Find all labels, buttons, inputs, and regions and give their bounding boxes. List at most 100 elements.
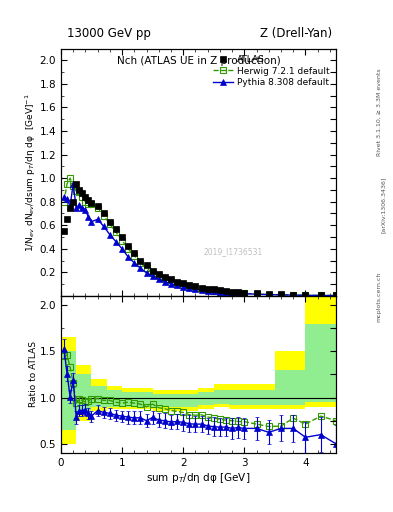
- Pythia 8.308 default: [175, 282, 180, 288]
- Pythia 8.308 default: [89, 219, 94, 225]
- Herwig 7.2.1 default: [217, 289, 222, 295]
- Herwig 7.2.1 default: [187, 284, 192, 290]
- ATLAS: [68, 204, 72, 210]
- ATLAS: [187, 282, 192, 288]
- Pythia 8.308 default: [162, 279, 167, 285]
- ATLAS: [181, 281, 185, 287]
- Pythia 8.308 default: [187, 285, 192, 291]
- Pythia 8.308 default: [291, 292, 296, 298]
- ATLAS: [334, 292, 338, 298]
- Pythia 8.308 default: [318, 292, 323, 298]
- Pythia 8.308 default: [156, 276, 161, 283]
- Herwig 7.2.1 default: [120, 238, 125, 244]
- Pythia 8.308 default: [77, 202, 82, 208]
- Pythia 8.308 default: [95, 216, 100, 222]
- Pythia 8.308 default: [80, 204, 84, 210]
- Pythia 8.308 default: [126, 254, 130, 260]
- ATLAS: [107, 219, 112, 225]
- Pythia 8.308 default: [181, 284, 185, 290]
- Herwig 7.2.1 default: [68, 175, 72, 181]
- Herwig 7.2.1 default: [144, 265, 149, 271]
- Herwig 7.2.1 default: [318, 292, 323, 298]
- Pythia 8.308 default: [71, 181, 75, 187]
- Pythia 8.308 default: [236, 290, 241, 296]
- Pythia 8.308 default: [217, 289, 222, 295]
- ATLAS: [101, 210, 106, 217]
- Pythia 8.308 default: [266, 291, 271, 297]
- Herwig 7.2.1 default: [169, 279, 173, 285]
- Herwig 7.2.1 default: [199, 286, 204, 292]
- Pythia 8.308 default: [169, 281, 173, 287]
- ATLAS: [114, 226, 118, 232]
- Herwig 7.2.1 default: [71, 183, 75, 189]
- ATLAS: [65, 216, 70, 222]
- Pythia 8.308 default: [86, 214, 91, 220]
- ATLAS: [126, 243, 130, 249]
- Herwig 7.2.1 default: [181, 283, 185, 289]
- Pythia 8.308 default: [65, 196, 70, 202]
- Herwig 7.2.1 default: [230, 290, 235, 296]
- Herwig 7.2.1 default: [126, 246, 130, 252]
- ATLAS: [156, 271, 161, 277]
- ATLAS: [120, 234, 125, 240]
- Pythia 8.308 default: [193, 286, 198, 292]
- Pythia 8.308 default: [211, 288, 216, 294]
- Line: ATLAS: ATLAS: [61, 181, 339, 298]
- Pythia 8.308 default: [83, 207, 88, 213]
- Line: Herwig 7.2.1 default: Herwig 7.2.1 default: [61, 175, 339, 298]
- Herwig 7.2.1 default: [132, 253, 137, 259]
- X-axis label: sum p$_{T}$/dη dφ [GeV]: sum p$_{T}$/dη dφ [GeV]: [146, 471, 251, 485]
- Herwig 7.2.1 default: [62, 199, 66, 205]
- Pythia 8.308 default: [199, 287, 204, 293]
- Herwig 7.2.1 default: [236, 290, 241, 296]
- Herwig 7.2.1 default: [193, 285, 198, 291]
- ATLAS: [71, 199, 75, 205]
- Pythia 8.308 default: [230, 290, 235, 296]
- Pythia 8.308 default: [114, 239, 118, 245]
- ATLAS: [217, 287, 222, 293]
- Herwig 7.2.1 default: [291, 292, 296, 298]
- Herwig 7.2.1 default: [114, 229, 118, 236]
- Herwig 7.2.1 default: [80, 194, 84, 200]
- ATLAS: [254, 290, 259, 296]
- Pythia 8.308 default: [120, 246, 125, 252]
- Pythia 8.308 default: [74, 204, 79, 210]
- ATLAS: [230, 289, 235, 295]
- Pythia 8.308 default: [150, 273, 155, 280]
- Y-axis label: Ratio to ATLAS: Ratio to ATLAS: [29, 342, 38, 408]
- ATLAS: [150, 268, 155, 274]
- ATLAS: [169, 276, 173, 283]
- Pythia 8.308 default: [224, 289, 228, 295]
- ATLAS: [132, 250, 137, 257]
- ATLAS: [86, 198, 91, 204]
- ATLAS: [62, 228, 66, 234]
- Herwig 7.2.1 default: [224, 289, 228, 295]
- Pythia 8.308 default: [132, 260, 137, 266]
- ATLAS: [266, 291, 271, 297]
- Pythia 8.308 default: [138, 265, 143, 271]
- Herwig 7.2.1 default: [77, 189, 82, 195]
- Y-axis label: 1/N$_{ev}$ dN$_{ev}$/dsum p$_{T}$/dη dφ  [GeV]$^{-1}$: 1/N$_{ev}$ dN$_{ev}$/dsum p$_{T}$/dη dφ …: [24, 93, 38, 251]
- ATLAS: [205, 286, 210, 292]
- Pythia 8.308 default: [303, 292, 308, 298]
- ATLAS: [224, 288, 228, 294]
- Herwig 7.2.1 default: [101, 212, 106, 219]
- Pythia 8.308 default: [279, 292, 283, 298]
- Herwig 7.2.1 default: [150, 270, 155, 276]
- Herwig 7.2.1 default: [175, 281, 180, 287]
- Herwig 7.2.1 default: [138, 260, 143, 266]
- ATLAS: [95, 203, 100, 209]
- Text: mcplots.cern.ch: mcplots.cern.ch: [377, 272, 382, 322]
- ATLAS: [77, 187, 82, 193]
- ATLAS: [291, 292, 296, 298]
- Herwig 7.2.1 default: [334, 292, 338, 298]
- Line: Pythia 8.308 default: Pythia 8.308 default: [61, 181, 339, 298]
- Pythia 8.308 default: [334, 292, 338, 298]
- ATLAS: [83, 194, 88, 200]
- Herwig 7.2.1 default: [74, 188, 79, 194]
- Herwig 7.2.1 default: [89, 201, 94, 207]
- Herwig 7.2.1 default: [279, 292, 283, 298]
- ATLAS: [138, 258, 143, 264]
- ATLAS: [80, 190, 84, 197]
- Text: Z (Drell-Yan): Z (Drell-Yan): [260, 27, 332, 40]
